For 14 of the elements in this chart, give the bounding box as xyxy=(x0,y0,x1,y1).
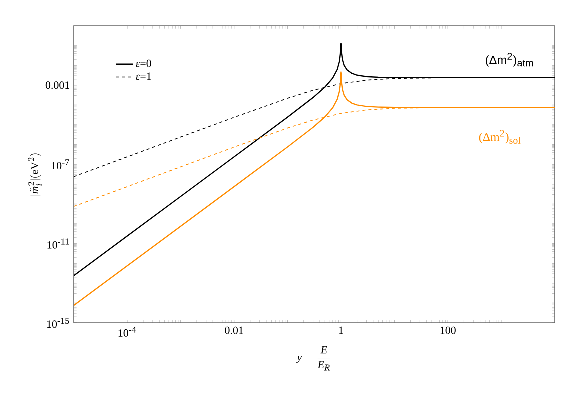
x-tick-label: 100 xyxy=(440,326,456,334)
x-axis-title: $y=\frac{E}{E_R}$ xyxy=(296,346,331,371)
y-tick-label: 10$^{-7}$ xyxy=(52,160,70,170)
annotation: (Δm$^{2}$)$_{sol}$ xyxy=(479,130,521,144)
x-tick-label: 1 xyxy=(339,326,344,334)
x-tick-label: 10$^{-4}$ xyxy=(118,326,136,337)
y-tick-label: 0.001 xyxy=(46,82,70,90)
legend-label: ε=1 xyxy=(136,72,152,80)
legend-label: ε=0 xyxy=(136,60,152,68)
y-axis-title: $|\tilde{m}_i^2|(\mathrm{eV}^2)$ xyxy=(28,154,42,196)
y-tick-label: 10$^{-11}$ xyxy=(48,238,70,249)
y-tick-label: 10$^{-15}$ xyxy=(47,318,70,328)
annotation: (Δm$^{2}$)$_{atm}$ xyxy=(486,52,534,67)
x-tick-label: 0.01 xyxy=(225,326,244,334)
